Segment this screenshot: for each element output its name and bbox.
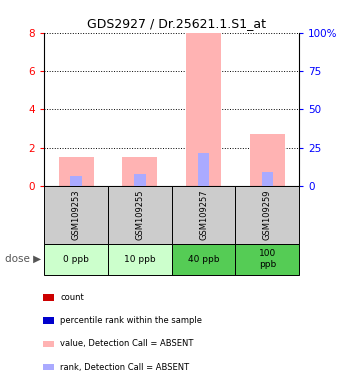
Text: GSM109255: GSM109255 [135,190,144,240]
Bar [172,186,235,244]
Bar [108,186,172,244]
Bar [58,157,94,186]
Text: dose ▶: dose ▶ [5,254,41,264]
Bar [44,244,108,275]
Text: 40 ppb: 40 ppb [188,255,219,264]
Bar [186,33,221,186]
Text: rank, Detection Call = ABSENT: rank, Detection Call = ABSENT [61,362,189,372]
Bar [44,318,54,324]
Text: GSM109253: GSM109253 [72,190,81,240]
Text: GDS2927 / Dr.25621.1.S1_at: GDS2927 / Dr.25621.1.S1_at [87,17,266,30]
Bar [261,172,273,186]
Bar [134,174,146,186]
Text: count: count [61,293,84,302]
Bar [250,134,285,186]
Bar [172,244,235,275]
Bar [44,364,54,370]
Text: 0 ppb: 0 ppb [63,255,89,264]
Text: GSM109257: GSM109257 [199,190,208,240]
Text: 10 ppb: 10 ppb [124,255,156,264]
Bar [44,294,54,301]
Bar [122,157,157,186]
Bar [44,186,108,244]
Bar [70,176,82,186]
Bar [44,341,54,347]
Text: percentile rank within the sample: percentile rank within the sample [61,316,202,325]
Bar [235,186,299,244]
Bar [198,153,209,186]
Text: GSM109259: GSM109259 [263,190,272,240]
Bar [235,244,299,275]
Text: 100
ppb: 100 ppb [259,250,276,269]
Bar [108,244,172,275]
Text: value, Detection Call = ABSENT: value, Detection Call = ABSENT [61,339,194,348]
